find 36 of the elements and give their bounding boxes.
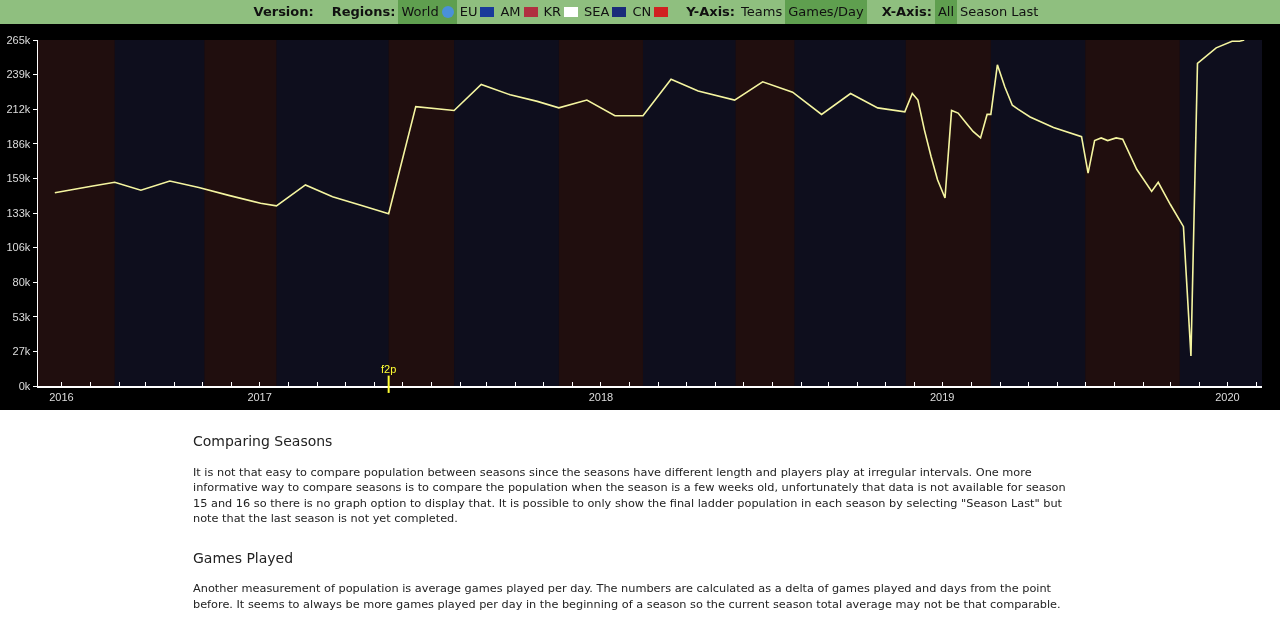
- y-tick-label: 27k: [12, 345, 31, 358]
- text: All: [934, 0, 958, 24]
- y-tick-label: 0k: [18, 379, 31, 392]
- text: AM: [499, 3, 522, 21]
- text: Games/Day: [785, 0, 867, 24]
- text: Comparing Seasons: [193, 433, 334, 450]
- ref-line-label: f2p: [381, 363, 397, 375]
- text: CN: [631, 3, 653, 21]
- text: Regions:: [330, 3, 397, 21]
- text: Teams: [740, 3, 784, 21]
- y-tick-label: 133k: [6, 206, 31, 219]
- y-tick-label: 106k: [6, 241, 31, 254]
- text: World: [398, 0, 457, 24]
- text: Another measurement of population is average games played per day. The numbers are calculated as a delta of games played and days from the point before. It seems to always be more games played per day in the beginning of a season so the current season total average may not be that comparable.: [193, 581, 1062, 612]
- y-tick-label: 212k: [6, 103, 31, 116]
- y-tick-label: 239k: [6, 68, 31, 81]
- y-tick-label: 159k: [6, 172, 31, 185]
- text: It is not that easy to compare population between seasons since the seasons have different length and players play at irregular intervals. One more informative way to compare seasons is to compare the population when the season is a few weeks old, unfortunately that data is not available for season 15 and 16 so there is no graph option to display that. It is possible to only show the final ladder population in each season by selecting "Season Last" but note that the last season is not yet completed.: [193, 464, 1067, 527]
- text: X-Axis:: [880, 3, 933, 21]
- y-tick-label: 186k: [6, 137, 31, 150]
- text: Season Last: [959, 3, 1040, 21]
- x-tick-label: 2017: [247, 390, 272, 403]
- text: Games Played: [193, 549, 295, 566]
- text: KR: [542, 3, 563, 21]
- text: SEA: [583, 3, 611, 21]
- text: EU: [458, 3, 479, 21]
- y-tick-label: 80k: [12, 276, 31, 289]
- x-tick-label: 2019: [929, 390, 955, 403]
- text: Y-Axis:: [685, 3, 737, 21]
- y-tick-label: 265k: [6, 33, 31, 46]
- y-tick-label: 53k: [12, 310, 31, 323]
- x-tick-label: 2018: [588, 390, 614, 403]
- text: Version:: [252, 3, 315, 21]
- line-series: [54, 40, 1246, 357]
- x-tick-label: 2016: [49, 390, 74, 403]
- x-tick-label: 2020: [1215, 390, 1240, 403]
